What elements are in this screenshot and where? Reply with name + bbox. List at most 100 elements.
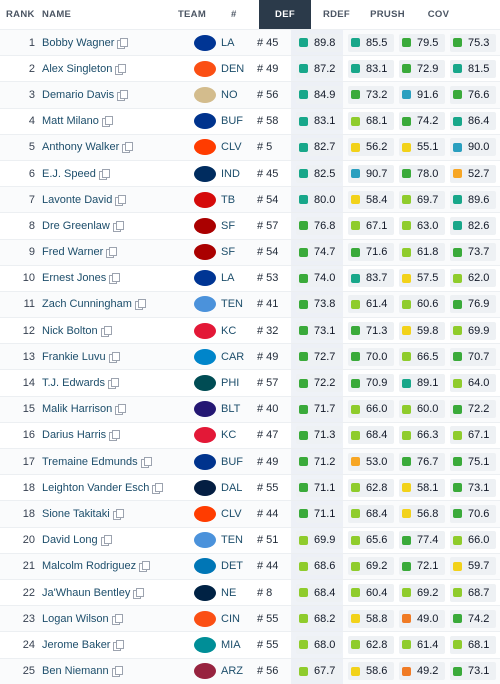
player-name-link[interactable]: Malcolm Rodriguez [42,560,137,573]
table-row[interactable]: 25 Ben Niemann ARZ # 56 67.7 58.6 49.2 7… [0,657,500,684]
team-cell[interactable]: DAL [221,481,243,494]
team-cell[interactable]: TEN [221,534,243,547]
player-name-link[interactable]: Darius Harris [42,429,107,442]
table-row[interactable]: 1 Bobby Wagner LA # 45 89.8 85.5 79.5 75… [0,29,500,56]
column-header-team[interactable]: TEAM [177,9,207,20]
table-row[interactable]: 14 T.J. Edwards PHI # 57 72.2 70.9 89.1 … [0,369,500,396]
player-name-link[interactable]: Ja'Whaun Bentley [42,586,131,599]
team-cell[interactable]: SF [221,246,236,259]
copy-icon[interactable] [133,587,145,599]
player-name-link[interactable]: Demario Davis [42,88,115,101]
team-cell[interactable]: MIA [221,638,241,651]
team-cell[interactable]: CAR [221,350,245,363]
column-header-number[interactable]: # [231,9,237,20]
player-name-link[interactable]: Malik Harrison [42,403,113,416]
team-cell[interactable]: KC [221,429,237,442]
player-name-link[interactable]: Leighton Vander Esch [42,481,150,494]
table-row[interactable]: 2 Alex Singleton DEN # 49 87.2 83.1 72.9… [0,55,500,82]
team-cell[interactable]: DEN [221,62,245,75]
copy-icon[interactable] [111,613,123,625]
player-name-link[interactable]: Ben Niemann [42,665,109,678]
copy-icon[interactable] [117,37,129,49]
team-cell[interactable]: ARZ [221,665,243,678]
column-header-def[interactable]: DEF [259,0,311,29]
player-name-link[interactable]: David Long [42,534,98,547]
team-cell[interactable]: LA [221,36,235,49]
player-name-link[interactable]: E.J. Speed [42,167,96,180]
team-cell[interactable]: IND [221,167,240,180]
team-cell[interactable]: BUF [221,455,243,468]
column-header-cov[interactable]: COV [427,9,450,20]
player-name-link[interactable]: Alex Singleton [42,62,113,75]
player-name-link[interactable]: Sione Takitaki [42,507,110,520]
player-name-link[interactable]: T.J. Edwards [42,377,105,390]
copy-icon[interactable] [117,89,129,101]
column-header-rdef[interactable]: RDEF [322,9,351,20]
copy-icon[interactable] [112,220,124,232]
player-name-link[interactable]: Dre Greenlaw [42,219,110,232]
copy-icon[interactable] [109,273,121,285]
copy-icon[interactable] [122,142,134,154]
table-row[interactable]: 6 E.J. Speed IND # 45 82.5 90.7 78.0 52.… [0,159,500,187]
player-name-link[interactable]: Tremaine Edmunds [42,455,138,468]
team-cell[interactable]: NO [221,88,238,101]
team-cell[interactable]: CIN [221,612,240,625]
table-row[interactable]: 22 Ja'Whaun Bentley NE # 8 68.4 60.4 69.… [0,578,500,606]
table-row[interactable]: 24 Jerome Baker MIA # 55 68.0 62.8 61.4 … [0,631,500,658]
player-name-link[interactable]: Jerome Baker [42,638,111,651]
copy-icon[interactable] [115,404,127,416]
copy-icon[interactable] [115,63,127,75]
player-name-link[interactable]: Matt Milano [42,115,99,128]
team-cell[interactable]: NE [221,586,237,599]
copy-icon[interactable] [108,351,120,363]
team-cell[interactable]: KC [221,324,237,337]
table-row[interactable]: 4 Matt Milano BUF # 58 83.1 68.1 74.2 86… [0,107,500,134]
table-row[interactable]: 5 Anthony Walker CLV # 5 82.7 56.2 55.1 … [0,133,500,160]
table-row[interactable]: 17 Tremaine Edmunds BUF # 49 71.2 53.0 7… [0,448,500,475]
player-name-link[interactable]: Fred Warner [42,246,104,259]
player-name-link[interactable]: Bobby Wagner [42,36,115,49]
table-row[interactable]: 12 Nick Bolton KC # 32 73.1 71.3 59.8 69… [0,317,500,344]
copy-icon[interactable] [106,247,118,259]
team-cell[interactable]: CLV [221,507,242,520]
copy-icon[interactable] [152,482,164,494]
table-row[interactable]: 7 Lavonte David TB # 54 80.0 58.4 69.7 8… [0,186,500,213]
team-cell[interactable]: TEN [221,298,243,311]
copy-icon[interactable] [107,378,119,390]
team-cell[interactable]: PHI [221,377,240,390]
table-row[interactable]: 9 Fred Warner SF # 54 74.7 71.6 61.8 73.… [0,238,500,265]
table-row[interactable]: 11 Zach Cunningham TEN # 41 73.8 61.4 60… [0,290,500,318]
table-row[interactable]: 16 Darius Harris KC # 47 71.3 68.4 66.3 … [0,421,500,448]
player-name-link[interactable]: Nick Bolton [42,324,98,337]
table-row[interactable]: 15 Malik Harrison BLT # 40 71.7 66.0 60.… [0,395,500,422]
copy-icon[interactable] [139,561,151,573]
team-cell[interactable]: TB [221,193,236,206]
copy-icon[interactable] [100,325,112,337]
table-row[interactable]: 18 Leighton Vander Esch DAL # 55 71.1 62… [0,474,500,501]
column-header-name[interactable]: NAME [42,9,72,20]
team-cell[interactable]: CLV [221,141,242,154]
copy-icon[interactable] [113,639,125,651]
copy-icon[interactable] [109,430,121,442]
table-row[interactable]: 10 Ernest Jones LA # 53 74.0 83.7 57.5 6… [0,264,500,291]
copy-icon[interactable] [111,666,123,678]
player-name-link[interactable]: Zach Cunningham [42,298,132,311]
table-row[interactable]: 23 Logan Wilson CIN # 55 68.2 58.8 49.0 … [0,605,500,632]
table-row[interactable]: 8 Dre Greenlaw SF # 57 76.8 67.1 63.0 82… [0,212,500,239]
copy-icon[interactable] [98,168,110,180]
table-row[interactable]: 3 Demario Davis NO # 56 84.9 73.2 91.6 7… [0,81,500,108]
copy-icon[interactable] [100,535,112,547]
column-header-prush[interactable]: PRUSH [370,9,405,20]
player-name-link[interactable]: Logan Wilson [42,612,109,625]
copy-icon[interactable] [101,116,113,128]
table-row[interactable]: 21 Malcolm Rodriguez DET # 44 68.6 69.2 … [0,552,500,579]
table-row[interactable]: 13 Frankie Luvu CAR # 49 72.7 70.0 66.5 … [0,343,500,370]
team-cell[interactable]: LA [221,272,235,285]
player-name-link[interactable]: Lavonte David [42,193,113,206]
team-cell[interactable]: BLT [221,403,241,416]
team-cell[interactable]: DET [221,560,243,573]
player-name-link[interactable]: Anthony Walker [42,141,120,154]
copy-icon[interactable] [134,299,146,311]
copy-icon[interactable] [140,456,152,468]
table-row[interactable]: 20 David Long TEN # 51 69.9 65.6 77.4 66… [0,526,500,553]
